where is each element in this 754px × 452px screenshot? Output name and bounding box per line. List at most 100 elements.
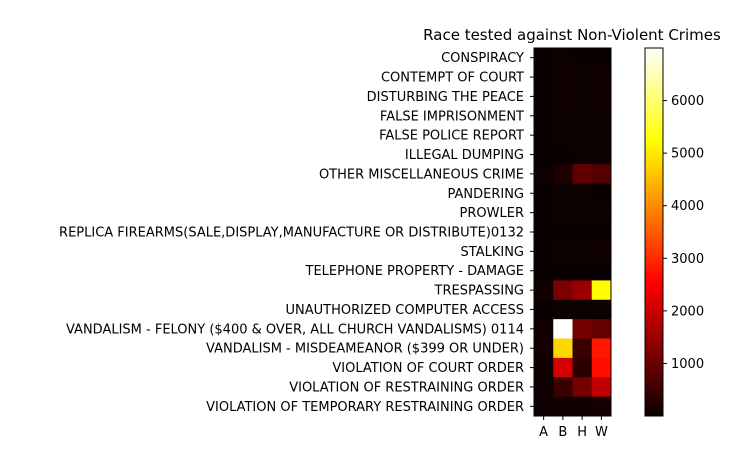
heatmap-cell: [534, 319, 554, 339]
y-tick-label: ILLEGAL DUMPING: [405, 148, 524, 163]
y-tick-label: TRESPASSING: [434, 284, 524, 299]
heatmap-cell: [572, 280, 593, 301]
heatmap-cell: [591, 202, 612, 223]
heatmap-cell: [591, 183, 612, 204]
heatmap-cell: [591, 280, 612, 301]
heatmap-cell: [534, 86, 554, 107]
heatmap-cell: [572, 357, 593, 378]
heatmap-cell: [553, 377, 573, 398]
y-tick-label: UNAUTHORIZED COMPUTER ACCESS: [286, 303, 524, 318]
heatmap-cell: [553, 241, 573, 262]
heatmap-cell: [553, 125, 573, 146]
y-tick-label: STALKING: [461, 245, 524, 260]
heatmap-cell: [534, 357, 554, 378]
colorbar-ticks: 1000 2000 3000 4000 5000 6000: [663, 94, 704, 372]
y-tick-label: VIOLATION OF TEMPORARY RESTRAINING ORDER: [206, 400, 524, 415]
heatmap-cell: [553, 338, 573, 359]
x-tick-label: A: [539, 425, 548, 440]
heatmap-cell: [534, 144, 554, 165]
heatmap-cell: [572, 299, 593, 320]
heatmap-cells: [534, 48, 612, 417]
heatmap-cell: [553, 67, 573, 88]
heatmap-cell: [572, 67, 593, 88]
heatmap-cell: [572, 86, 593, 107]
heatmap-cell: [534, 222, 554, 243]
heatmap-cell: [534, 67, 554, 88]
colorbar-tick-label: 6000: [671, 94, 704, 109]
heatmap-cell: [591, 222, 612, 243]
heatmap-cell: [553, 299, 573, 320]
colorbar: 1000 2000 3000 4000 5000 6000: [644, 47, 704, 417]
heatmap-cell: [534, 125, 554, 146]
colorbar-tick-label: 5000: [671, 147, 704, 162]
y-tick-label: PANDERING: [447, 187, 524, 202]
heatmap-cell: [553, 86, 573, 107]
heatmap-cell: [553, 280, 573, 301]
heatmap-cell: [553, 396, 573, 417]
heatmap-cell: [553, 357, 573, 378]
heatmap-cell: [591, 299, 612, 320]
heatmap-cell: [591, 338, 612, 359]
heatmap-cell: [534, 280, 554, 301]
colorbar-tick-label: 3000: [671, 252, 704, 267]
heatmap-cell: [534, 48, 554, 68]
heatmap-cell: [534, 202, 554, 223]
heatmap-cell: [553, 183, 573, 204]
heatmap-cell: [591, 357, 612, 378]
heatmap-cell: [534, 241, 554, 262]
heatmap-cell: [534, 164, 554, 184]
heatmap-cell: [591, 144, 612, 165]
y-tick-label: CONTEMPT OF COURT: [381, 71, 524, 86]
heatmap-cell: [572, 319, 593, 339]
colorbar-tick-label: 1000: [671, 357, 704, 372]
heatmap-cell: [591, 241, 612, 262]
heatmap-cell: [572, 261, 593, 281]
heatmap-cell: [553, 202, 573, 223]
x-tick-label: H: [577, 425, 587, 440]
heatmap-cell: [591, 396, 612, 417]
heatmap-cell: [553, 48, 573, 68]
heatmap-cell: [572, 106, 593, 126]
heatmap-cell: [591, 48, 612, 68]
heatmap-cell: [534, 338, 554, 359]
heatmap-cell: [553, 261, 573, 281]
x-tick-label: W: [595, 425, 608, 440]
heatmap-cell: [534, 377, 554, 398]
heatmap-cell: [572, 48, 593, 68]
y-tick-label: TELEPHONE PROPERTY - DAMAGE: [305, 264, 524, 279]
heatmap-cell: [553, 144, 573, 165]
heatmap-cell: [572, 144, 593, 165]
heatmap-cell: [553, 106, 573, 126]
heatmap-cell: [534, 396, 554, 417]
heatmap-cell: [572, 125, 593, 146]
heatmap-cell: [572, 396, 593, 417]
heatmap-cell: [591, 106, 612, 126]
y-tick-label: VANDALISM - MISDEAMEANOR ($399 OR UNDER): [206, 342, 524, 357]
heatmap-cell: [591, 319, 612, 339]
y-tick-label: CONSPIRACY: [441, 51, 524, 66]
colorbar-tick-label: 4000: [671, 199, 704, 214]
y-tick-label: FALSE POLICE REPORT: [379, 129, 524, 144]
y-tick-label: FALSE IMPRISONMENT: [380, 109, 524, 124]
chart-title: Race tested against Non-Violent Crimes: [423, 26, 721, 44]
y-tick-label: VIOLATION OF RESTRAINING ORDER: [289, 380, 524, 395]
heatmap-cell: [572, 377, 593, 398]
heatmap-cell: [534, 106, 554, 126]
heatmap-cell: [572, 222, 593, 243]
heatmap-cell: [553, 319, 573, 339]
x-tick-label: B: [558, 425, 567, 440]
heatmap-cell: [591, 377, 612, 398]
y-tick-label: PROWLER: [460, 206, 524, 221]
heatmap-cell: [591, 125, 612, 146]
y-tick-label: DISTURBING THE PEACE: [367, 90, 524, 105]
y-tick-label: VANDALISM - FELONY ($400 & OVER, ALL CHU…: [66, 322, 524, 337]
y-tick-label: REPLICA FIREARMS(SALE,DISPLAY,MANUFACTUR…: [59, 226, 524, 241]
heatmap-cell: [553, 222, 573, 243]
heatmap-cell: [591, 67, 612, 88]
y-tick-label: OTHER MISCELLANEOUS CRIME: [319, 167, 524, 182]
colorbar-gradient: [644, 47, 664, 417]
heatmap-cell: [572, 183, 593, 204]
y-tick-label: VIOLATION OF COURT ORDER: [332, 361, 524, 376]
heatmap-cell: [591, 86, 612, 107]
